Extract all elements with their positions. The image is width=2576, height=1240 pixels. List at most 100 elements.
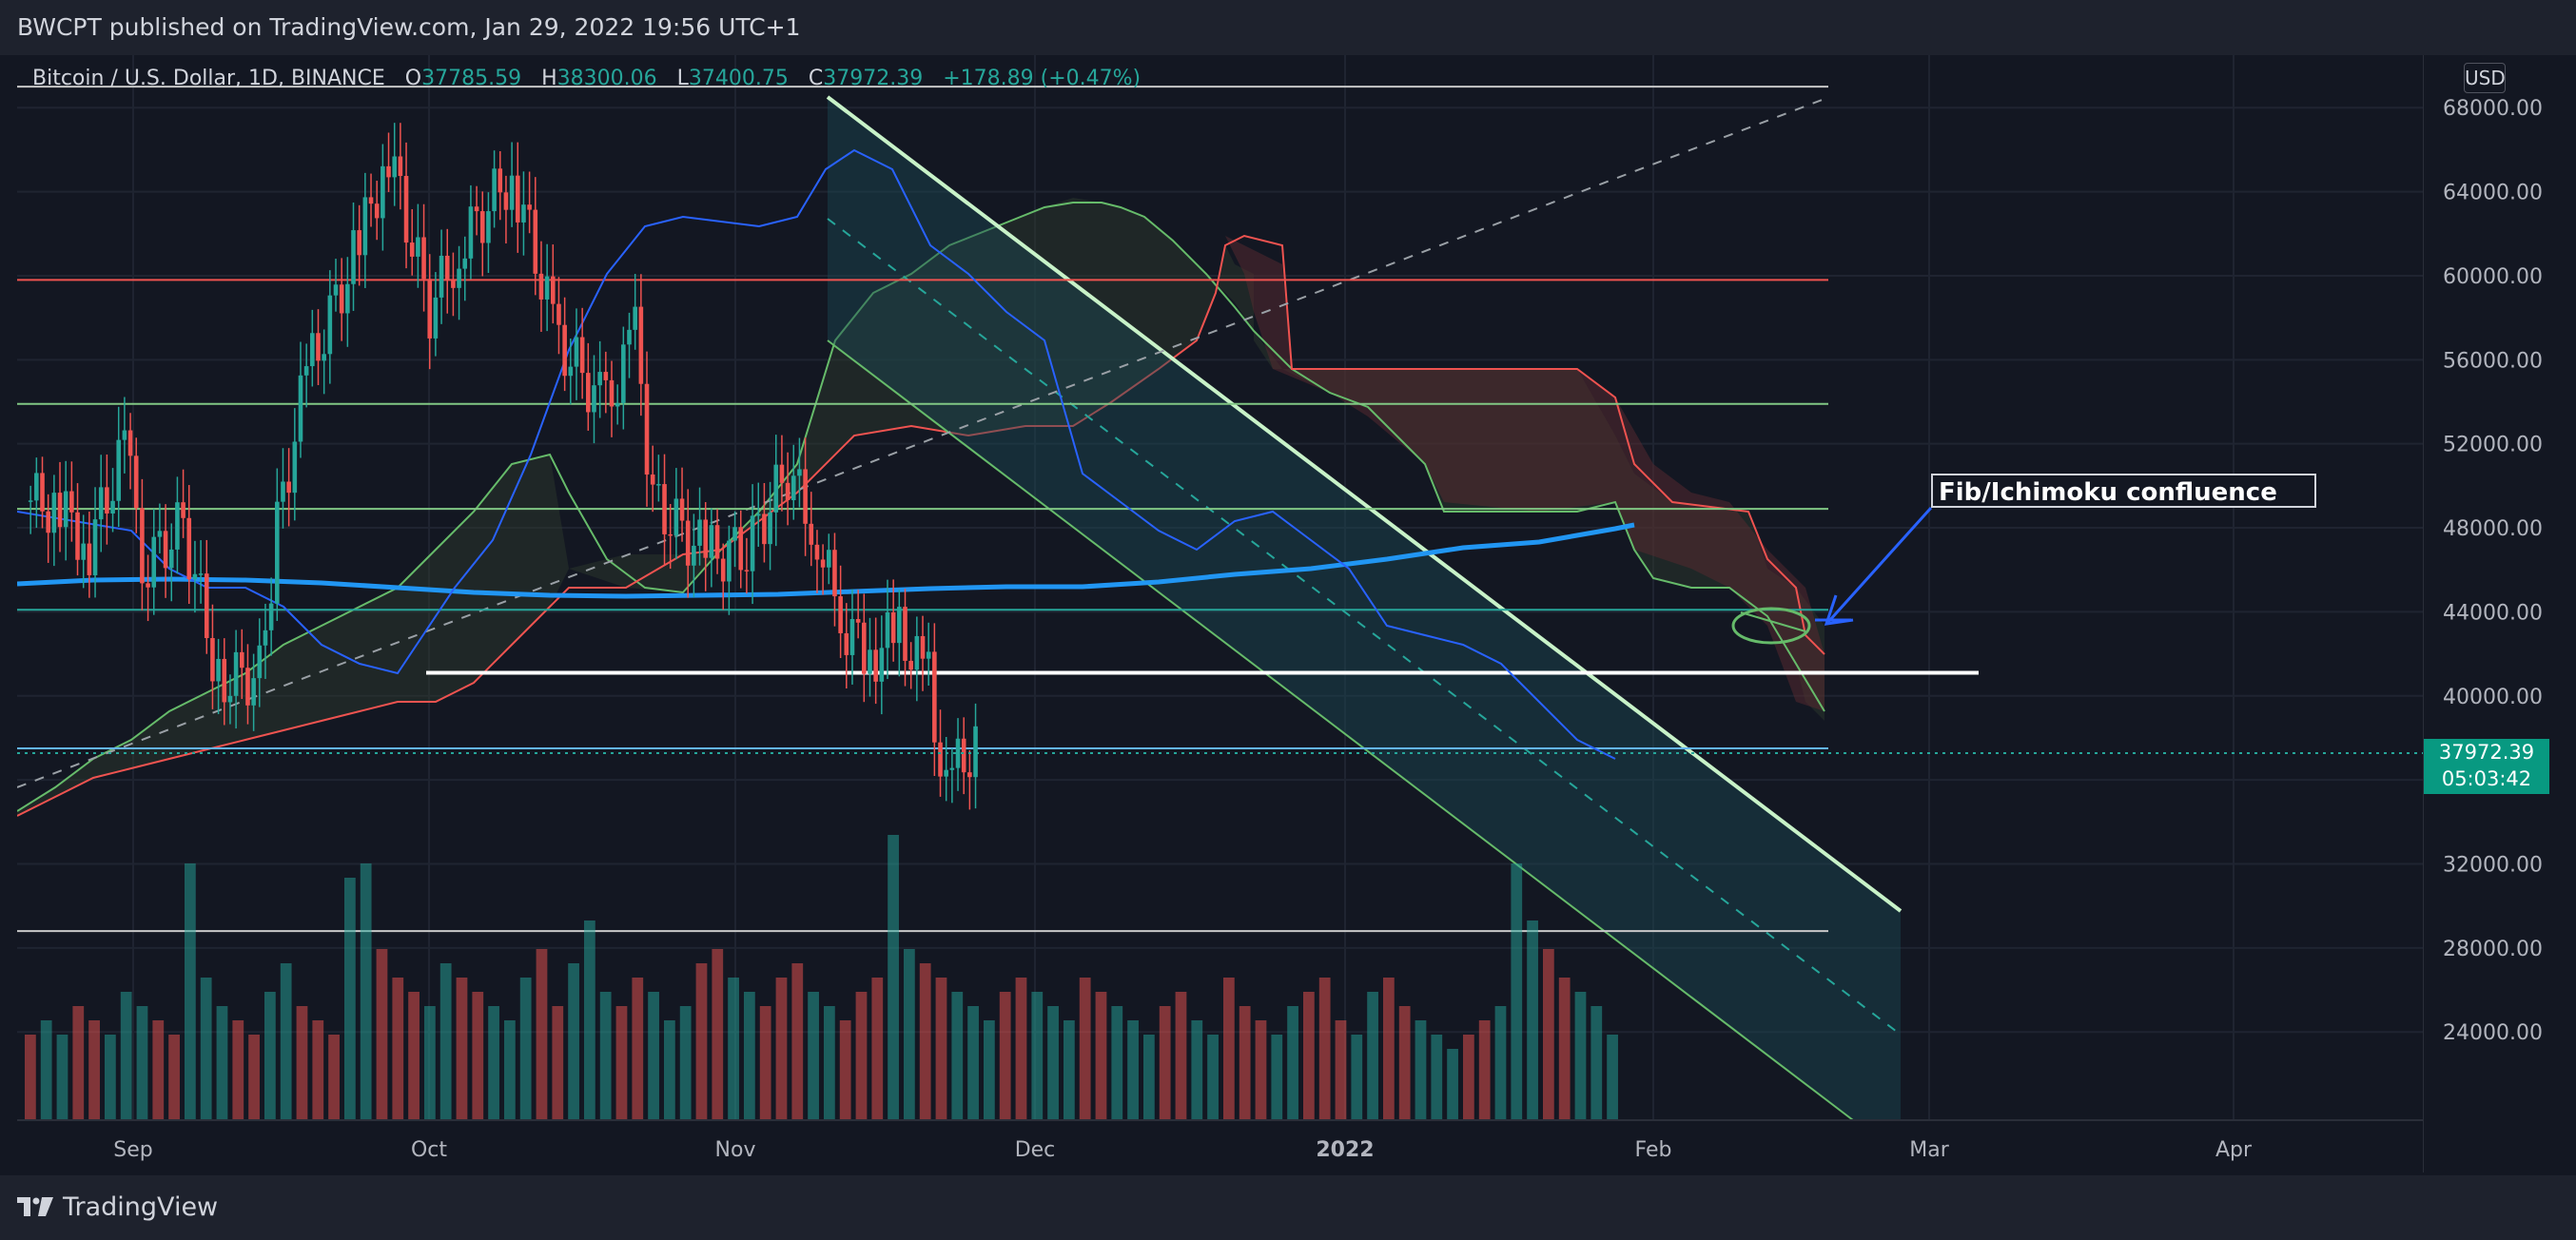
volume-bar [1287,1006,1298,1120]
candle-body [133,455,139,509]
ichimoku-span-b [16,234,1825,817]
volume-bar [839,1020,851,1120]
volume-bar [775,978,788,1120]
channel-upper-line [826,95,1903,913]
volume-bar [1398,1006,1411,1120]
volume-bar [679,1006,692,1120]
annotation-label[interactable]: Fib/Ichimoku confluence [1931,474,2316,508]
volume-bar [855,992,868,1120]
candle-body [890,612,896,644]
candle-body [609,379,615,407]
candle-body [157,531,163,537]
candle-body [57,493,63,528]
candle-body [333,284,339,296]
volume-bar [488,1006,499,1120]
volume-bar [1111,1006,1123,1120]
volume-bar [216,1006,228,1120]
volume-bar [1590,1006,1603,1120]
tradingview-logo[interactable]: TradingView [17,1192,218,1222]
candle-body [151,536,157,588]
candle-body [110,500,115,514]
ichimoku-cloud-bear [1225,236,1825,711]
candle-body [597,372,602,386]
candle-body [381,165,385,219]
volume-bar [1191,1020,1203,1120]
currency-button[interactable]: USD [2464,63,2506,93]
volume-bar [120,992,132,1120]
candle-body [809,523,814,545]
candle-body [832,550,837,597]
candle-body [474,206,479,212]
volume-bar [56,1035,68,1120]
candle-body [885,612,890,649]
candle-body [727,540,732,582]
volume-bar [376,949,388,1120]
close-value: 37972.39 [823,67,924,90]
volume-bar [456,978,468,1120]
candle-body [192,573,198,580]
candle-body [268,603,274,630]
tradingview-logo-icon [17,1196,53,1216]
last-price-value: 37972.39 [2438,741,2535,764]
candle-body [762,513,767,545]
candle-body [327,295,333,355]
candle-body [92,519,98,575]
candle-body [615,402,620,407]
volume-bar [888,835,899,1120]
price-axis[interactable]: 68000.00 64000.00 60000.00 56000.00 52000.00… [2424,55,2576,1172]
volume-bar [424,1006,436,1120]
candle-body [738,527,744,571]
candle-body [768,512,772,545]
volume-bar [1335,1020,1347,1120]
candle-body [146,583,150,588]
candle-body [868,649,872,674]
volume-bar [1159,1006,1171,1120]
candle-body [579,337,585,374]
candle-body [181,502,185,518]
volume-bar [1367,992,1378,1120]
candle-body [63,491,68,528]
price-tick-label: 48000.00 [2443,517,2543,541]
price-tick-label: 68000.00 [2443,97,2543,121]
volume-bar [1431,1035,1443,1120]
close-label: C [808,67,824,90]
price-chart[interactable]: Sep Oct Nov Dec 2022 Feb Mar Apr [16,55,2425,1172]
candle-body [961,738,966,773]
candle-body [168,549,174,569]
volume-bars [25,835,1618,1120]
candle-body [40,473,45,512]
volume-bar [871,978,884,1120]
volume-bar [1558,978,1571,1120]
candle-body [127,430,133,456]
volume-bar [472,992,484,1120]
candle-body [492,168,497,212]
volume-bar [72,1006,85,1120]
volume-bar [615,1006,628,1120]
candle-body [509,175,515,210]
time-tick-label: 2022 [1316,1138,1374,1162]
volume-bar [1239,1006,1251,1120]
candle-body [87,543,92,575]
candle-body [403,176,409,243]
candle-body [416,237,420,257]
volume-bar [951,992,964,1120]
volume-bar [967,1006,979,1120]
volume-bar [1543,949,1554,1120]
price-tick-label: 32000.00 [2443,853,2543,877]
candle-body [204,573,209,638]
candle-body [98,487,104,520]
candle-body [662,484,667,534]
high-value: 38300.06 [556,67,657,90]
candle-body [603,372,609,380]
volume-bar [1064,1020,1075,1120]
time-tick-label: Apr [2215,1138,2253,1162]
candle-body [586,373,591,413]
price-tick-label: 28000.00 [2443,938,2543,961]
volume-bar [312,1020,324,1120]
candle-body [310,333,315,367]
candle-body [239,651,244,668]
chart-area[interactable]: Sep Oct Nov Dec 2022 Feb Mar Apr [16,55,2425,1172]
annotation-arrow-line [1826,506,1933,624]
candle-body [826,550,831,568]
candle-body [392,156,398,178]
